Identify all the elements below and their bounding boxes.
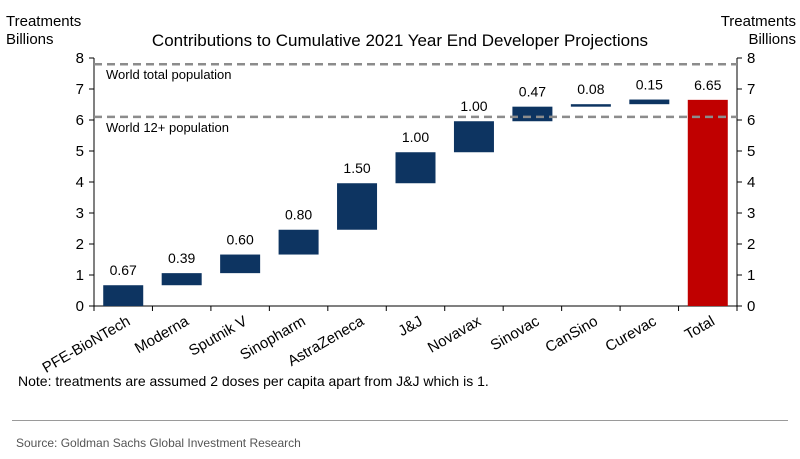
waterfall-bar (161, 273, 202, 286)
data-label: 0.08 (577, 81, 604, 97)
source-text: Source: Goldman Sachs Global Investment … (16, 436, 301, 450)
right-tick-label: 3 (747, 205, 755, 222)
category-label: CanSino (543, 313, 601, 356)
waterfall-bar (629, 99, 670, 105)
data-label: 0.67 (110, 262, 137, 278)
waterfall-bar (512, 106, 553, 122)
chart-note: Note: treatments are assumed 2 doses per… (18, 373, 489, 389)
left-tick-label: 2 (76, 236, 84, 253)
right-tick-label: 8 (747, 50, 755, 67)
category-label: Sinovac (488, 312, 543, 354)
data-label: 0.15 (636, 77, 663, 93)
data-label: 0.47 (519, 84, 546, 100)
left-tick-label: 4 (76, 174, 84, 191)
left-axis-title-line2: Billions (6, 31, 54, 48)
right-tick-label: 1 (747, 267, 755, 284)
right-tick-label: 5 (747, 143, 755, 160)
left-tick-label: 3 (76, 205, 84, 222)
footer-divider (12, 420, 788, 421)
chart-title: Contributions to Cumulative 2021 Year En… (152, 31, 648, 50)
right-axis-title-line2: Billions (748, 31, 796, 48)
category-label: Total (682, 313, 718, 344)
waterfall-bar (220, 254, 261, 274)
left-tick-label: 1 (76, 267, 84, 284)
category-label: Curevac (602, 312, 659, 355)
data-label: 1.00 (402, 129, 429, 145)
right-tick-label: 0 (747, 298, 755, 315)
right-tick-label: 6 (747, 112, 755, 129)
category-label: Moderna (132, 312, 192, 357)
waterfall-bar (337, 183, 378, 230)
data-label: 0.39 (168, 250, 195, 266)
reference-line-label: World total population (106, 67, 232, 82)
waterfall-bar (395, 152, 436, 184)
left-tick-label: 5 (76, 143, 84, 160)
data-label: 1.00 (460, 98, 487, 114)
data-label: 1.50 (343, 160, 370, 176)
right-tick-label: 4 (747, 174, 755, 191)
left-tick-label: 6 (76, 112, 84, 129)
data-label: 6.65 (694, 77, 721, 93)
left-tick-label: 7 (76, 81, 84, 98)
right-tick-label: 7 (747, 81, 755, 98)
category-label: J&J (395, 313, 425, 340)
category-label: Novavax (425, 312, 484, 356)
right-axis-title-line1: Treatments (721, 13, 796, 30)
data-label: 0.60 (227, 232, 254, 248)
data-label: 0.80 (285, 207, 312, 223)
waterfall-bar (103, 285, 144, 306)
left-axis-title-line1: Treatments (6, 13, 81, 30)
waterfall-bar (570, 104, 611, 107)
left-tick-label: 8 (76, 50, 84, 67)
right-tick-label: 2 (747, 236, 755, 253)
category-label: PFE-BioNTech (40, 313, 134, 377)
total-bar (687, 99, 728, 306)
reference-line-label: World 12+ population (106, 120, 229, 135)
waterfall-bar (278, 229, 319, 255)
waterfall-bar (453, 121, 494, 153)
left-tick-label: 0 (76, 298, 84, 315)
